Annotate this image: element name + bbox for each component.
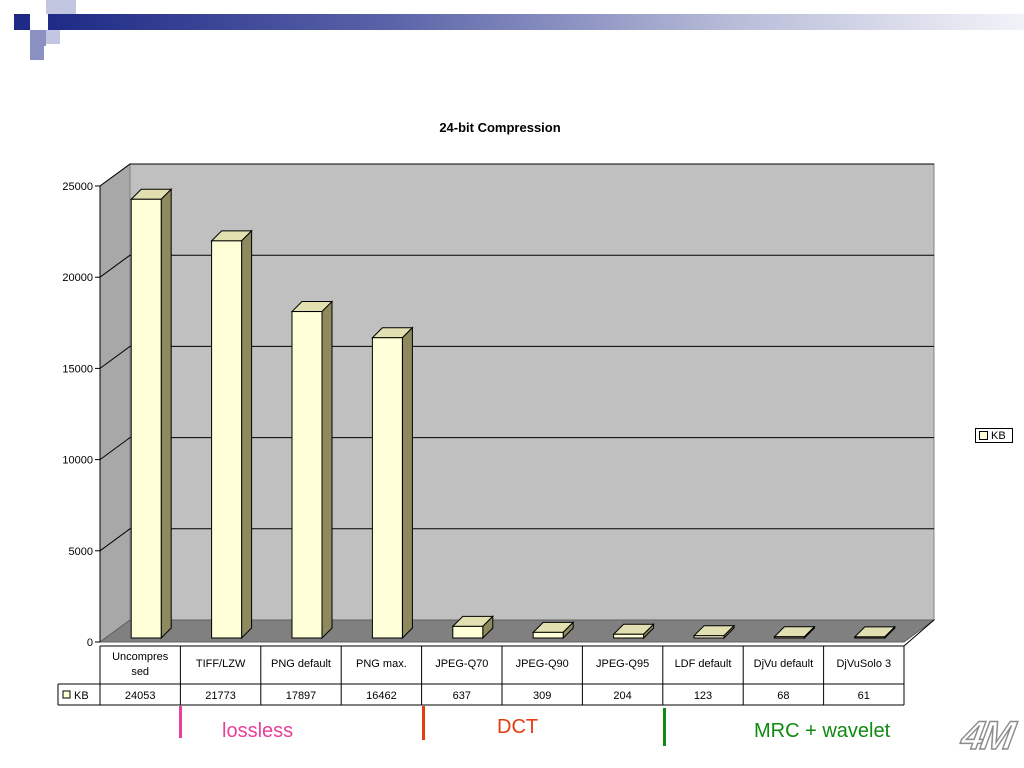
data-value-label: 204 xyxy=(613,690,631,702)
bar xyxy=(452,625,484,639)
bar xyxy=(773,636,805,639)
header-gradient-bar xyxy=(48,14,1024,30)
bar xyxy=(130,198,162,639)
x-category-label: DjVuSolo 3 xyxy=(836,658,891,670)
data-value-label: 68 xyxy=(777,690,789,702)
header-square xyxy=(30,30,46,46)
data-value-label: 123 xyxy=(694,690,712,702)
data-value-label: 61 xyxy=(858,690,870,702)
y-tick-label: 25000 xyxy=(62,181,93,193)
gridline xyxy=(99,528,934,552)
dct-group-label: DCT xyxy=(497,716,539,738)
bar-side xyxy=(241,229,253,640)
x-category-label: JPEG-Q95 xyxy=(596,658,649,670)
bar xyxy=(532,631,564,639)
bar xyxy=(371,337,403,639)
x-category-label: JPEG-Q70 xyxy=(435,658,488,670)
data-value-label: 21773 xyxy=(205,690,236,702)
gridline xyxy=(99,345,934,369)
gridline xyxy=(99,437,934,461)
lossless-group-label: lossless xyxy=(222,720,294,742)
mrc-wavelet-group-marker xyxy=(663,708,666,746)
4m-logo: 4M xyxy=(957,713,1016,759)
chart-title: 24-bit Compression xyxy=(439,120,561,135)
legend-swatch xyxy=(979,431,988,440)
x-category-label: PNG max. xyxy=(356,658,407,670)
x-category-label: LDF default xyxy=(675,658,732,670)
x-category-label: TIFF/LZW xyxy=(196,658,246,670)
gridline xyxy=(99,254,934,278)
bar xyxy=(693,635,725,639)
table-line xyxy=(903,619,935,647)
y-tick-label: 5000 xyxy=(69,546,93,558)
legend: KB xyxy=(975,428,1013,443)
data-value-label: 17897 xyxy=(286,690,317,702)
lossless-group-marker xyxy=(179,706,182,738)
legend-label: KB xyxy=(991,429,1006,442)
table-series-label: KB xyxy=(74,690,89,702)
bar xyxy=(854,636,886,639)
chart-side-wall xyxy=(99,163,131,643)
mrc-wavelet-group-label: MRC + wavelet xyxy=(754,720,891,742)
data-value-label: 309 xyxy=(533,690,551,702)
header-square xyxy=(30,46,44,60)
bar-side xyxy=(401,326,413,640)
dct-group-marker xyxy=(422,706,425,740)
y-tick-label: 10000 xyxy=(62,455,93,467)
x-category-label: DjVu default xyxy=(754,658,814,670)
bar-side xyxy=(160,188,172,640)
bar xyxy=(613,633,645,639)
y-tick-label: 20000 xyxy=(62,272,93,284)
data-value-label: 24053 xyxy=(125,690,156,702)
header-square xyxy=(46,30,60,44)
x-category-label: Uncompres xyxy=(112,651,169,663)
bar xyxy=(291,311,323,639)
gridline xyxy=(99,163,934,187)
header-square xyxy=(14,14,30,30)
y-tick-label: 0 xyxy=(87,637,93,649)
x-category-label: PNG default xyxy=(271,658,331,670)
x-category-label: sed xyxy=(131,666,149,678)
header-square xyxy=(46,0,76,14)
table-series-swatch xyxy=(62,690,71,699)
data-value-label: 16462 xyxy=(366,690,397,702)
y-tick-label: 15000 xyxy=(62,363,93,375)
bar-side xyxy=(321,300,333,640)
bar xyxy=(211,240,243,639)
data-value-label: 637 xyxy=(453,690,471,702)
x-category-label: JPEG-Q90 xyxy=(516,658,569,670)
